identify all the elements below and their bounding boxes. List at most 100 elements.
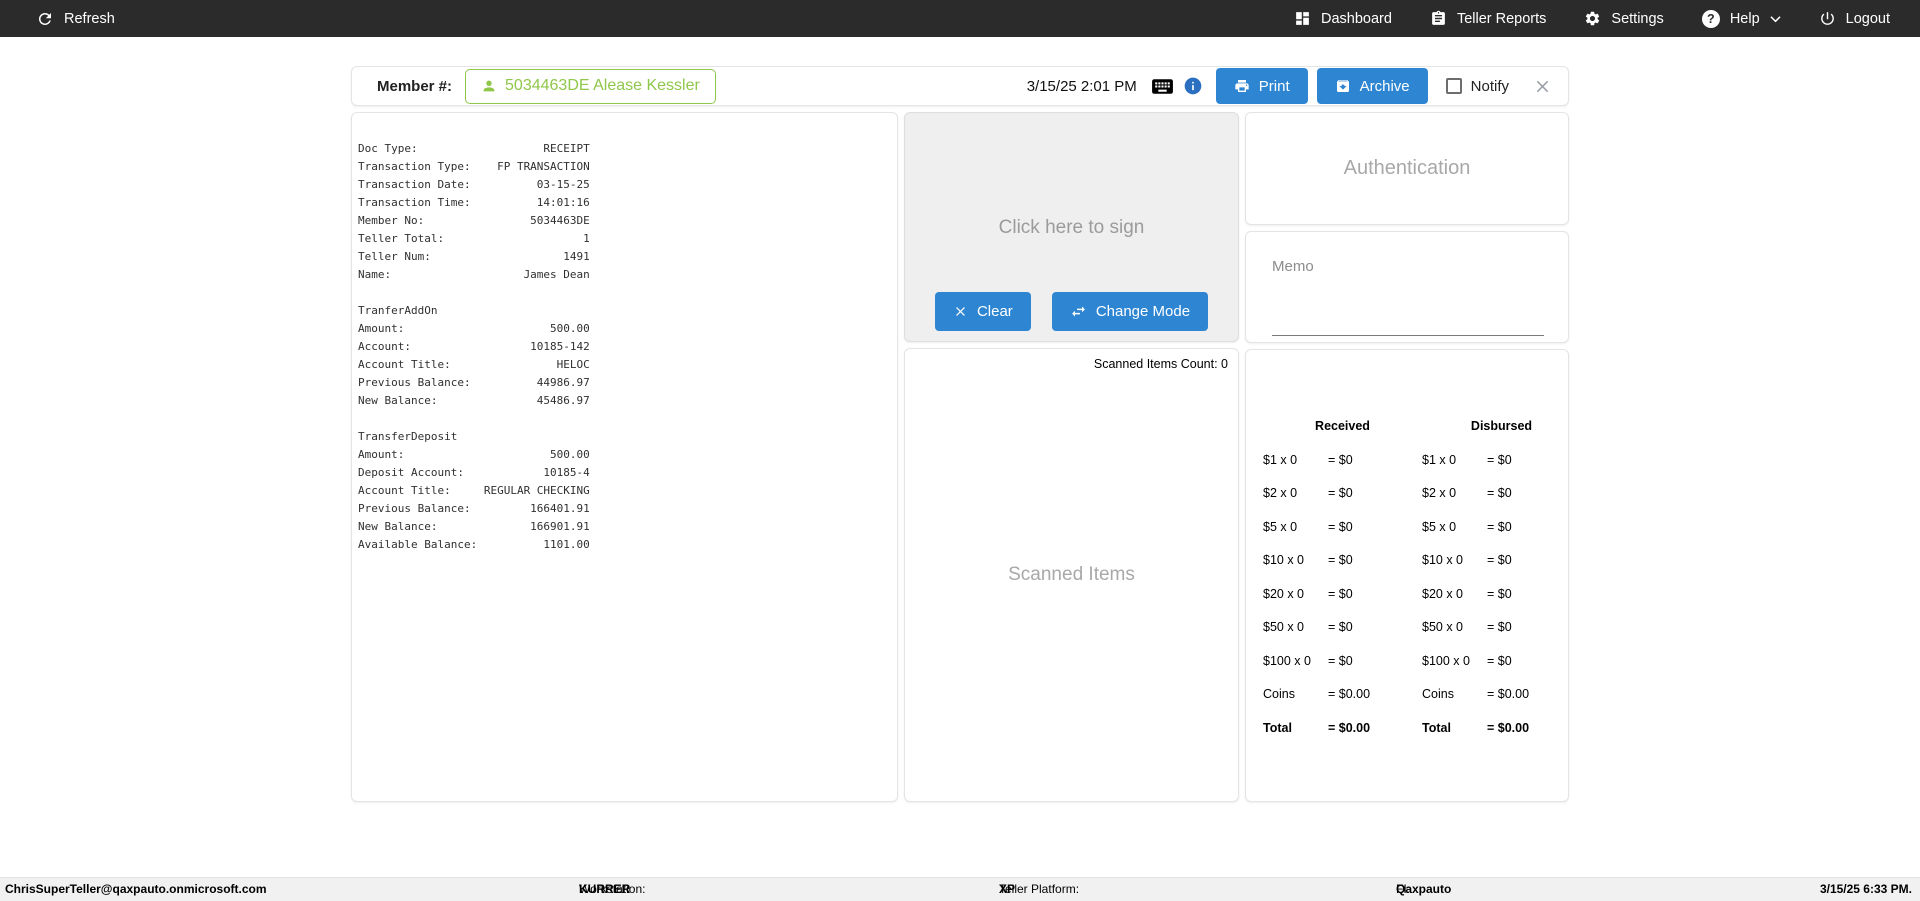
nav-dashboard-label: Dashboard [1321, 10, 1392, 27]
refresh-label: Refresh [64, 10, 115, 27]
chevron-down-icon [1770, 15, 1781, 23]
gear-icon [1584, 10, 1601, 27]
print-button[interactable]: Print [1215, 68, 1308, 104]
swap-arrows-icon [1070, 303, 1087, 320]
nav-logout-label: Logout [1845, 10, 1890, 27]
archive-icon [1335, 78, 1351, 94]
cash-disbursed-label: $2 x 0 [1422, 486, 1457, 500]
cash-received-value: = $0 [1328, 452, 1353, 467]
cash-table: Received Disbursed $1 x 0 = $0 $1 x 0 = $0 $… [1263, 410, 1568, 745]
memo-label: Memo [1272, 258, 1314, 275]
cash-disbursed-value: = $0 [1487, 452, 1512, 467]
cash-received-label: $100 x 0 [1263, 653, 1311, 668]
clear-button[interactable]: Clear [934, 292, 1031, 331]
nav-settings[interactable]: Settings [1584, 10, 1664, 27]
close-icon[interactable] [1533, 77, 1552, 96]
member-button[interactable]: 5034463DE Alease Kessler [465, 68, 716, 104]
change-mode-button[interactable]: Change Mode [1051, 292, 1209, 331]
dashboard-icon [1294, 10, 1311, 27]
refresh-icon [36, 10, 54, 28]
memo-input[interactable] [1272, 312, 1544, 336]
authentication-placeholder: Authentication [1343, 157, 1471, 179]
signature-pad[interactable]: Click here to sign Clear Change Mode [904, 112, 1239, 342]
cash-disbursed-value: = $0 [1487, 486, 1512, 500]
logged-in-user: ChrisSuperTeller@qaxpauto.onmicrosoft.co… [5, 882, 267, 896]
notify-checkbox-group: Notify [1445, 77, 1509, 95]
cash-received-value: = $0 [1328, 620, 1353, 634]
cash-disbursed-value: = $0.00 [1487, 687, 1530, 701]
scanned-items-count: Scanned Items Count: 0 [1093, 357, 1228, 371]
status-datetime: 3/15/25 6:33 PM. [1819, 882, 1912, 896]
cash-disbursed-label: $5 x 0 [1422, 519, 1457, 534]
cash-disbursed-label: Coins [1422, 687, 1454, 701]
clear-button-label: Clear [976, 303, 1013, 320]
cash-received-label: $20 x 0 [1263, 586, 1305, 601]
top-navbar: Refresh Dashboard Teller Reports Setting… [0, 0, 1920, 37]
nav-dashboard[interactable]: Dashboard [1294, 10, 1392, 27]
cash-disbursed-label: $20 x 0 [1422, 586, 1464, 601]
cash-disbursed-label: $100 x 0 [1422, 653, 1470, 668]
cash-received-value: = $0.00 [1328, 720, 1371, 735]
cash-disbursed-label: $50 x 0 [1422, 620, 1464, 634]
cash-disbursed-value: = $0 [1487, 653, 1512, 668]
nav-help[interactable]: ? Help [1701, 9, 1781, 28]
cash-disbursed-value: = $0.00 [1487, 720, 1530, 735]
cash-received-label: $5 x 0 [1263, 519, 1298, 534]
cash-disbursed-value: = $0 [1487, 519, 1512, 534]
workstation-info: Workstation: KURRER [579, 882, 646, 896]
info-icon[interactable] [1183, 76, 1203, 96]
archive-button-label: Archive [1359, 77, 1410, 95]
cash-received-label: Total [1263, 720, 1292, 735]
nav-settings-label: Settings [1611, 10, 1664, 27]
teller-platform-info: Teller Platform: XP [999, 882, 1080, 896]
cash-received-label: Coins [1263, 687, 1295, 701]
cash-received-label: $10 x 0 [1263, 553, 1305, 567]
keyboard-icon[interactable] [1150, 74, 1175, 99]
nav-teller-reports[interactable]: Teller Reports [1430, 10, 1546, 27]
scanned-items-panel: Scanned Items Count: 0 Scanned Items [904, 348, 1239, 802]
member-button-label: 5034463DE Alease Kessler [505, 77, 700, 94]
notify-label: Notify [1470, 77, 1509, 95]
cash-disbursed-label: $1 x 0 [1422, 452, 1457, 467]
refresh-button[interactable]: Refresh [36, 10, 115, 28]
help-icon: ? [1701, 9, 1720, 28]
disbursed-header: Disbursed [1470, 419, 1533, 433]
signature-placeholder: Click here to sign [998, 217, 1145, 238]
nav-help-label: Help [1729, 10, 1760, 27]
received-header: Received [1315, 419, 1370, 433]
cash-received-label: $2 x 0 [1263, 486, 1298, 500]
scanned-items-placeholder: Scanned Items [1008, 564, 1135, 585]
cash-drawer-panel: Received Disbursed $1 x 0 = $0 $1 x 0 = $0 $… [1245, 349, 1569, 802]
memo-panel: Memo [1245, 231, 1569, 343]
workstation-value: KURRER [579, 882, 631, 896]
cash-disbursed-label: Total [1422, 720, 1451, 735]
cash-received-value: = $0 [1328, 486, 1353, 500]
cash-received-value: = $0.00 [1328, 687, 1371, 701]
member-number-label: Member #: [377, 77, 453, 95]
receipt-text: Doc Type: RECEIPT Transaction Type: FP T… [358, 142, 590, 551]
archive-button[interactable]: Archive [1316, 68, 1428, 104]
person-icon [481, 78, 497, 94]
notify-checkbox[interactable] [1445, 78, 1462, 94]
report-icon [1430, 10, 1447, 27]
cash-received-label: $1 x 0 [1263, 452, 1298, 467]
platform-value: XP [999, 882, 1016, 896]
receipt-panel: Doc Type: RECEIPT Transaction Type: FP T… [351, 112, 898, 802]
cash-disbursed-value: = $0 [1487, 620, 1512, 634]
nav-logout[interactable]: Logout [1819, 10, 1890, 27]
authentication-panel: Authentication [1245, 112, 1569, 225]
member-header-bar: Member #: 5034463DE Alease Kessler 3/15/… [351, 66, 1569, 106]
transaction-datetime: 3/15/25 2:01 PM [1026, 77, 1137, 95]
clear-x-icon [953, 304, 968, 319]
cash-received-value: = $0 [1328, 553, 1353, 567]
cash-disbursed-value: = $0 [1487, 553, 1512, 567]
cash-received-value: = $0 [1328, 653, 1353, 668]
nav-teller-reports-label: Teller Reports [1456, 10, 1547, 27]
cash-disbursed-value: = $0 [1487, 586, 1512, 601]
power-icon [1819, 10, 1836, 27]
cash-received-value: = $0 [1328, 519, 1353, 534]
cash-received-value: = $0 [1328, 586, 1353, 601]
print-icon [1234, 78, 1250, 94]
status-bar: ChrisSuperTeller@qaxpauto.onmicrosoft.co… [0, 877, 1920, 901]
cash-received-label: $50 x 0 [1263, 620, 1305, 634]
